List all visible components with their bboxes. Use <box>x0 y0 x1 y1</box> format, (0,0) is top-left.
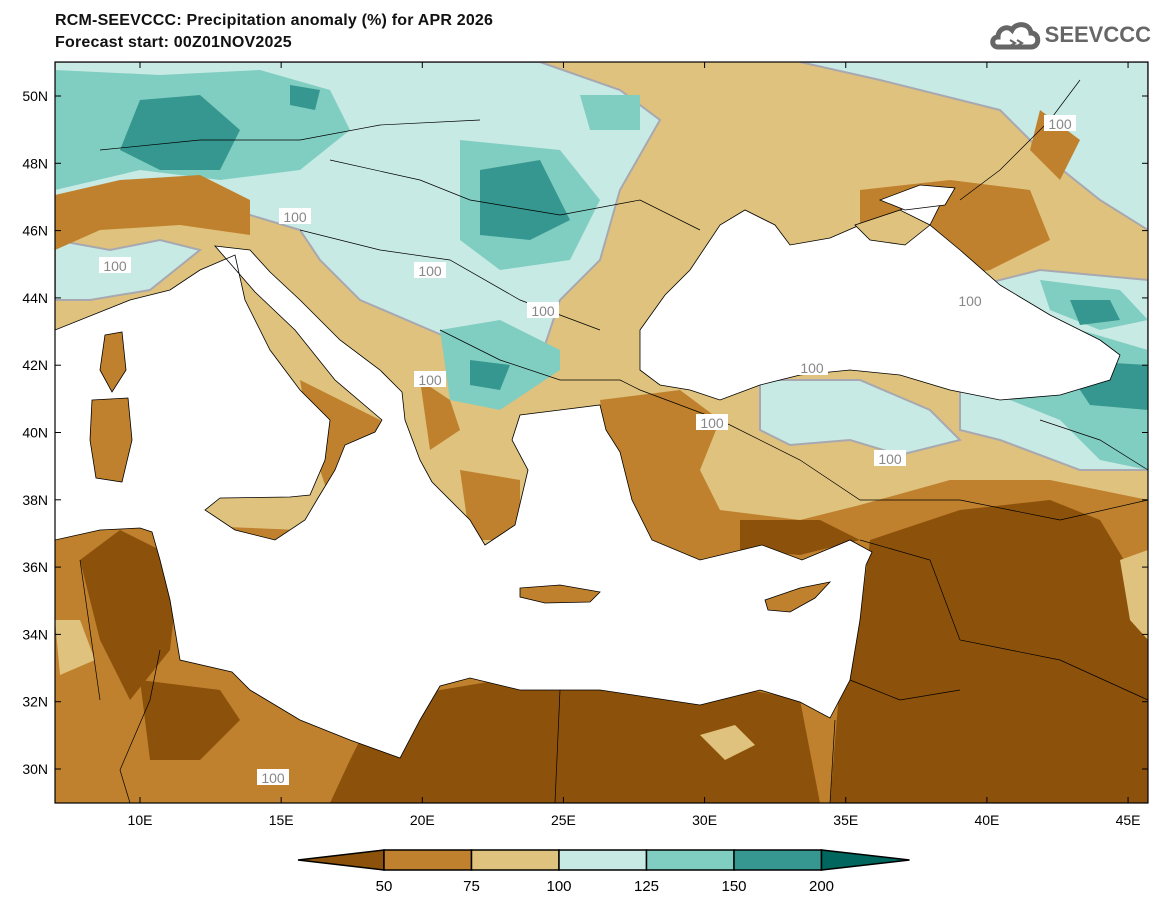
sea-areas <box>55 184 1121 759</box>
lat-label: 32N <box>22 694 48 710</box>
anomaly-150-200-regions <box>55 85 1148 803</box>
contour-label: 100 <box>418 263 442 279</box>
black-sea <box>639 194 1121 401</box>
colorbar-segment <box>645 849 735 871</box>
contour-label: 100 <box>1048 116 1072 132</box>
colorbar-high-arrow <box>820 849 910 871</box>
contour-label: 100 <box>103 258 127 274</box>
lat-label: 46N <box>22 223 48 239</box>
lon-label: 30E <box>692 812 717 828</box>
mediterranean-sea <box>55 245 873 759</box>
logo-text: SEEVCCC <box>1044 22 1151 47</box>
sea-of-azov <box>878 184 956 211</box>
colorbar-label: 75 <box>463 878 480 895</box>
lon-label: 15E <box>269 812 294 828</box>
contour-labels: 100 100 100 100 100 100 100 100 100 100 … <box>99 115 1076 786</box>
colorbar-label: 125 <box>634 878 659 895</box>
colorbar-label: 150 <box>721 878 746 895</box>
lon-label: 40E <box>974 812 999 828</box>
seevccc-logo: SEEVCCC <box>989 20 1151 50</box>
colorbar-low-arrow <box>297 849 385 871</box>
colorbar-label: 200 <box>809 878 834 895</box>
axis-ticks: 50N 48N 46N 44N 42N 40N 38N 36N 34N 32N 30N 10E 15E 2… <box>22 62 1148 828</box>
map-title: RCM-SEEVCCC: Precipitation anomaly (%) f… <box>55 12 494 29</box>
lat-label: 42N <box>22 357 48 373</box>
lat-label: 50N <box>22 88 48 104</box>
contour-label: 100 <box>283 209 307 225</box>
lat-label: 48N <box>22 155 48 171</box>
lat-label: 34N <box>22 626 48 642</box>
lon-label: 45E <box>1116 812 1141 828</box>
contour-label: 100 <box>531 303 555 319</box>
contour-label: 100 <box>800 360 824 376</box>
colorbar-segment <box>470 849 560 871</box>
colorbar-segment <box>733 849 823 871</box>
colorbar: 50 75 100 125 150 200 <box>297 849 910 895</box>
colorbar-label: 100 <box>546 878 571 895</box>
contour-label: 100 <box>261 770 285 786</box>
anomaly-75-100-spots <box>55 550 1148 760</box>
colorbar-label: 50 <box>376 878 393 895</box>
lon-label: 10E <box>128 812 153 828</box>
forecast-start: Forecast start: 00Z01NOV2025 <box>55 34 292 51</box>
lat-label: 44N <box>22 290 48 306</box>
contour-label: 100 <box>958 293 982 309</box>
lat-label: 36N <box>22 559 48 575</box>
islands <box>89 209 931 613</box>
lat-label: 30N <box>22 761 48 777</box>
cloud-icon <box>989 22 1040 50</box>
country-borders <box>79 79 1148 803</box>
contour-label: 100 <box>418 372 442 388</box>
contour-label: 100 <box>700 415 724 431</box>
colorbar-segment <box>558 849 648 871</box>
lon-label: 35E <box>833 812 858 828</box>
colorbar-segment <box>383 849 473 871</box>
contour-label: 100 <box>878 451 902 467</box>
lat-label: 40N <box>22 425 48 441</box>
lon-label: 20E <box>410 812 435 828</box>
lat-label: 38N <box>22 492 48 508</box>
lon-label: 25E <box>551 812 576 828</box>
